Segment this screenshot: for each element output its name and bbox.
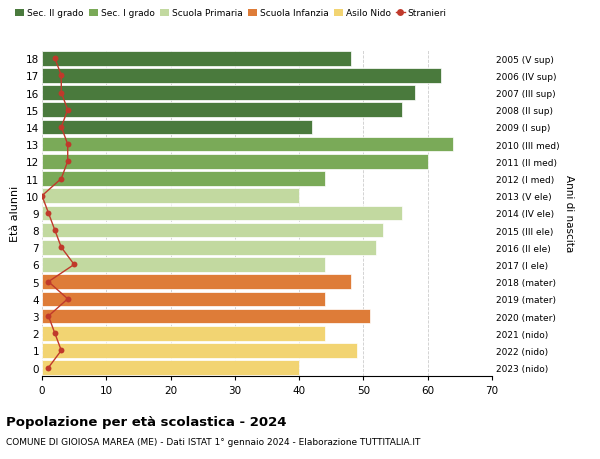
Point — [50, 227, 59, 234]
Point — [44, 278, 53, 285]
Bar — [42, 52, 350, 67]
Point — [50, 56, 59, 63]
Point — [63, 107, 73, 114]
Bar — [42, 241, 376, 255]
Point — [63, 158, 73, 166]
Bar — [42, 206, 402, 221]
Bar — [42, 309, 370, 324]
Point — [63, 296, 73, 303]
Point — [44, 313, 53, 320]
Point — [56, 124, 66, 131]
Bar — [42, 360, 299, 375]
Bar — [42, 155, 428, 169]
Point — [44, 210, 53, 217]
Point — [56, 73, 66, 80]
Bar — [42, 86, 415, 101]
Bar — [42, 103, 402, 118]
Point — [50, 330, 59, 337]
Bar — [42, 343, 357, 358]
Bar — [42, 189, 299, 204]
Bar — [42, 292, 325, 307]
Bar — [42, 120, 312, 135]
Legend: Sec. II grado, Sec. I grado, Scuola Primaria, Scuola Infanzia, Asilo Nido, Stran: Sec. II grado, Sec. I grado, Scuola Prim… — [16, 9, 446, 18]
Point — [63, 141, 73, 149]
Bar — [42, 275, 350, 289]
Bar — [42, 69, 440, 84]
Point — [56, 175, 66, 183]
Y-axis label: Anni di nascita: Anni di nascita — [563, 175, 574, 252]
Point — [44, 364, 53, 371]
Point — [56, 90, 66, 97]
Point — [37, 193, 47, 200]
Bar — [42, 172, 325, 186]
Bar — [42, 138, 454, 152]
Point — [56, 244, 66, 252]
Bar — [42, 257, 325, 272]
Point — [56, 347, 66, 354]
Bar — [42, 223, 383, 238]
Bar — [42, 326, 325, 341]
Text: COMUNE DI GIOIOSA MAREA (ME) - Dati ISTAT 1° gennaio 2024 - Elaborazione TUTTITA: COMUNE DI GIOIOSA MAREA (ME) - Dati ISTA… — [6, 437, 421, 446]
Text: Popolazione per età scolastica - 2024: Popolazione per età scolastica - 2024 — [6, 415, 287, 428]
Point — [70, 261, 79, 269]
Y-axis label: Età alunni: Età alunni — [10, 185, 20, 241]
